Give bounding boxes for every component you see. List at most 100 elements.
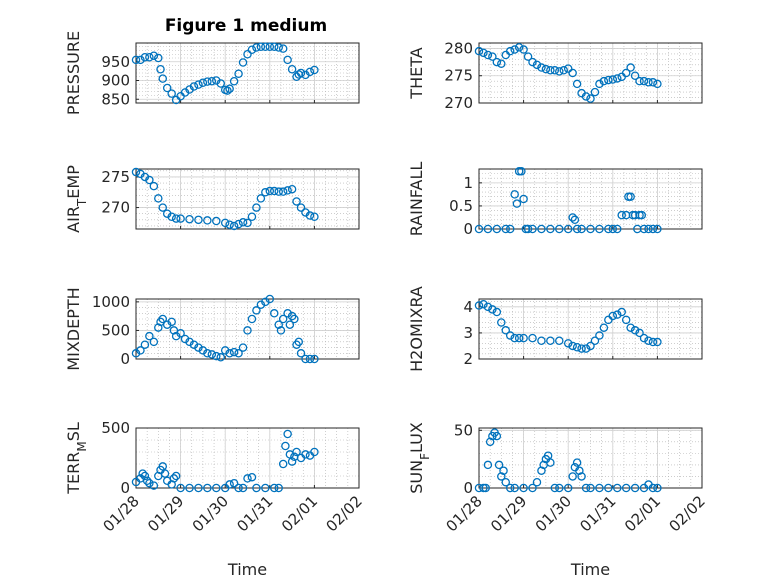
data-point: [212, 216, 221, 226]
y-tick-label: 0: [463, 479, 473, 497]
data-point: [149, 481, 159, 490]
data-point: [514, 333, 524, 343]
y-tick-label: 900: [101, 72, 130, 90]
data-point: [278, 44, 288, 53]
data-point: [577, 472, 586, 481]
data-point: [581, 344, 591, 353]
data-point: [572, 458, 582, 467]
data-point: [203, 349, 212, 358]
data-point: [310, 65, 319, 75]
data-point: [301, 354, 310, 364]
data-point: [162, 83, 172, 93]
y-tick-label: 850: [101, 90, 130, 108]
data-point: [203, 77, 212, 86]
y-tick-label: 950: [101, 53, 130, 71]
data-point: [501, 326, 511, 335]
data-point: [537, 336, 546, 345]
axes-box: [135, 298, 360, 360]
data-point: [492, 431, 502, 441]
data-point: [185, 483, 194, 493]
y-tick-label: 50: [454, 421, 473, 439]
data-point: [595, 483, 604, 493]
data-point: [512, 199, 522, 208]
data-point: [265, 294, 275, 304]
y-tick-label: 0: [120, 350, 130, 368]
data-point: [283, 309, 292, 318]
data-point: [481, 483, 490, 493]
data-point: [483, 302, 493, 312]
data-point: [488, 52, 497, 61]
data-point: [474, 301, 484, 310]
data-point: [234, 69, 243, 79]
data-point: [225, 220, 234, 229]
data-point: [608, 75, 618, 84]
data-point: [599, 323, 609, 332]
data-point: [283, 429, 292, 439]
data-point: [296, 203, 306, 212]
y-tick-label: 275: [101, 168, 130, 186]
axes-box: [135, 427, 360, 489]
data-point: [492, 57, 502, 67]
data-point: [167, 317, 176, 327]
data-point: [572, 224, 582, 234]
data-point: [158, 74, 168, 83]
data-point: [238, 218, 248, 227]
data-point: [570, 215, 580, 225]
data-point: [194, 483, 203, 493]
subplot-sun-flux: 0 50 01/28 01/29 01/30 01/31 02/01 02/02 Time SUN…: [407, 421, 709, 579]
axes-box: [135, 168, 360, 230]
subplot-terr-msl: 0 500 01/28 01/29 01/30 01/31 02/01 02/02 Time TE…: [64, 419, 366, 579]
data-point: [212, 351, 221, 361]
data-point: [216, 353, 225, 362]
data-point: [532, 60, 542, 70]
subplot-theta: 270 275 280 THETA: [407, 39, 703, 112]
data-point: [555, 67, 564, 76]
data-point: [252, 43, 261, 52]
data-point: [639, 76, 649, 86]
axes-box: [478, 427, 703, 489]
data-point: [136, 346, 145, 355]
y-axis-label: RAINFALL: [407, 162, 426, 237]
data-point: [229, 347, 239, 357]
data-point: [510, 333, 519, 343]
data-point: [555, 483, 564, 493]
data-point: [492, 307, 502, 317]
y-tick-label: 280: [444, 39, 473, 57]
data-point: [648, 78, 658, 87]
data-point: [229, 221, 239, 231]
data-point: [194, 80, 203, 89]
data-point: [479, 48, 488, 58]
data-point: [238, 343, 248, 352]
data-point: [203, 483, 212, 493]
data-point: [621, 483, 631, 493]
data-point: [220, 218, 230, 228]
data-point: [287, 457, 297, 466]
data-point: [283, 186, 292, 195]
data-point: [568, 341, 577, 351]
data-point: [608, 311, 618, 321]
x-tick-label: 01/28: [100, 492, 143, 535]
data-point: [243, 50, 252, 59]
x-axis-label: Time: [227, 560, 267, 579]
data-point: [485, 437, 495, 447]
x-tick-label: 01/30: [189, 492, 232, 535]
data-point: [604, 483, 613, 493]
data-point: [630, 326, 640, 335]
data-point: [261, 42, 270, 52]
data-point: [285, 320, 295, 329]
data-point: [171, 471, 181, 481]
data-point: [637, 210, 647, 220]
data-point: [287, 65, 297, 74]
data-point: [265, 186, 275, 196]
data-point: [281, 441, 290, 451]
data-point: [149, 51, 159, 61]
data-point: [590, 336, 600, 345]
data-point: [644, 224, 653, 234]
data-point: [653, 79, 662, 89]
data-point: [501, 224, 511, 234]
data-point: [635, 328, 644, 338]
data-point: [613, 483, 622, 493]
data-point: [305, 67, 315, 77]
data-point: [575, 466, 584, 475]
